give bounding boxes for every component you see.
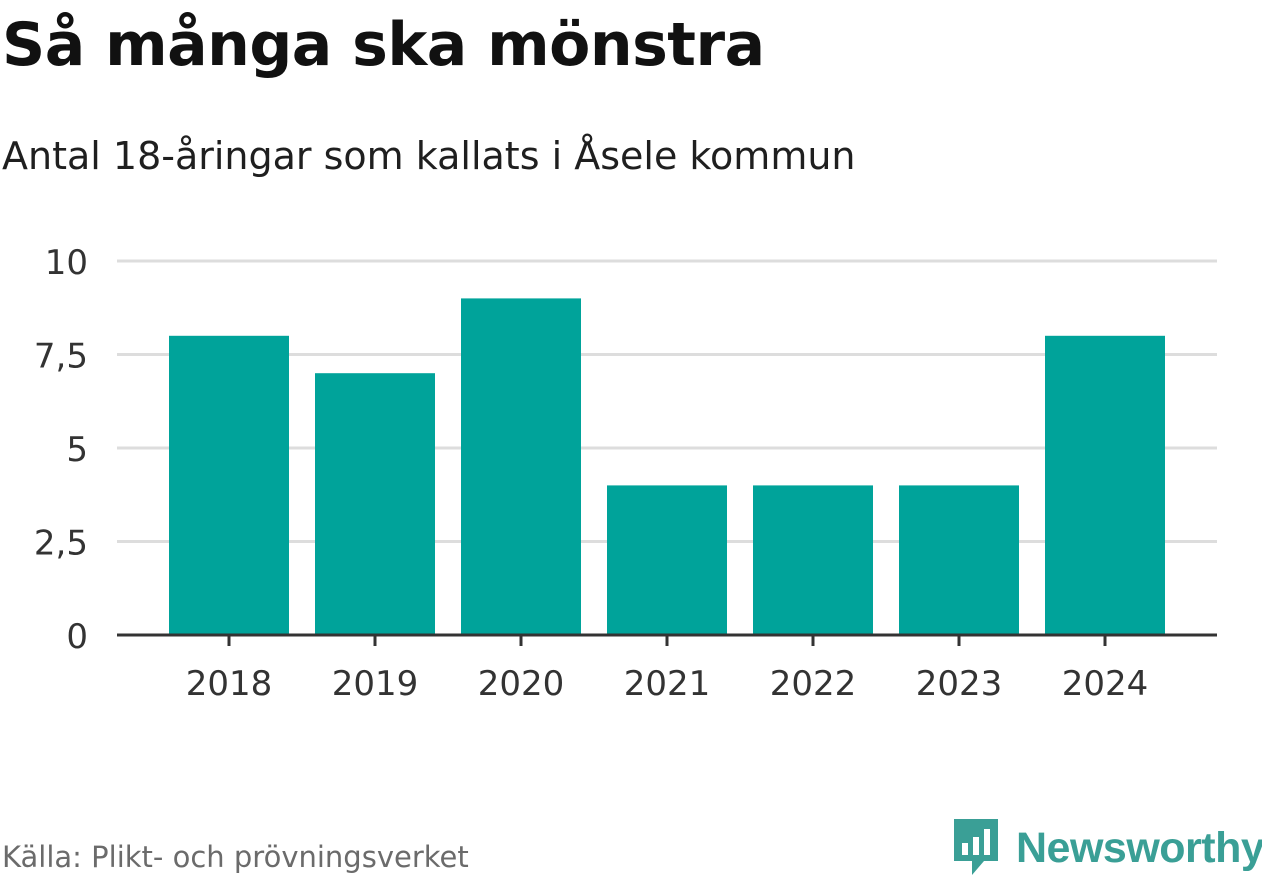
bar xyxy=(607,485,727,635)
bar xyxy=(461,298,581,635)
newsworthy-logo-icon xyxy=(954,819,998,875)
y-tick-label: 5 xyxy=(66,430,88,470)
x-tick-label: 2024 xyxy=(1062,664,1149,704)
bar xyxy=(169,335,289,635)
source-note: Källa: Plikt- och prövningsverket xyxy=(2,840,469,874)
bar xyxy=(315,373,435,635)
x-tick-label: 2019 xyxy=(332,664,419,704)
chart-title: Så många ska mönstra xyxy=(2,10,765,80)
y-tick-label: 10 xyxy=(45,243,88,283)
x-tick-label: 2020 xyxy=(478,664,565,704)
x-tick-label: 2018 xyxy=(186,664,273,704)
x-tick-label: 2023 xyxy=(916,664,1003,704)
chart-subtitle: Antal 18-åringar som kallats i Åsele kom… xyxy=(2,134,856,178)
bar xyxy=(899,485,1019,635)
y-tick-label: 0 xyxy=(66,617,88,657)
bar xyxy=(1045,335,1165,635)
brand-name: Newsworthy xyxy=(1016,823,1262,872)
y-tick-label: 2,5 xyxy=(34,524,88,564)
bar xyxy=(753,485,873,635)
x-tick-label: 2022 xyxy=(770,664,857,704)
y-tick-label: 7,5 xyxy=(34,337,88,377)
brand-logo: Newsworthy xyxy=(950,818,1262,878)
x-tick-label: 2021 xyxy=(624,664,711,704)
